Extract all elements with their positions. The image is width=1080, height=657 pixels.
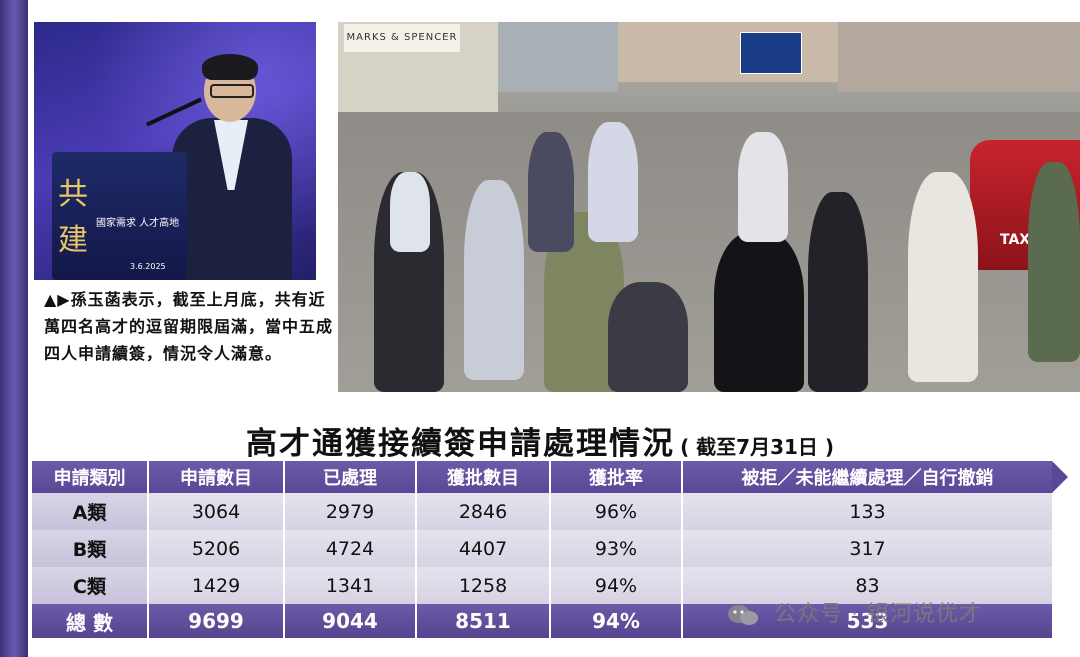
header-applications: 申請數目: [148, 461, 285, 493]
renewal-table: 申請類別 申請數目 已處理 獲批數目 獲批率 被拒／未能繼續處理／自行撤銷 A類…: [32, 461, 1052, 638]
pedestrian: [738, 132, 788, 242]
table-row: A類 3064 2979 2846 96% 133: [32, 493, 1052, 530]
total-approved: 8511: [416, 604, 551, 638]
pedestrian: [464, 180, 524, 380]
row-rate: 93%: [550, 530, 683, 567]
row-category: B類: [32, 530, 149, 567]
table-header-row: 申請類別 申請數目 已處理 獲批數目 獲批率 被拒／未能繼續處理／自行撤銷: [32, 461, 1052, 493]
street-crowd-photo: MARKS & SPENCER TAXI: [338, 22, 1080, 392]
row-applications: 5206: [148, 530, 285, 567]
row-applications: 1429: [148, 567, 285, 604]
row-rejected: 83: [682, 567, 1052, 604]
pedestrian: [714, 232, 804, 392]
street-direction-sign: [740, 32, 802, 74]
pedestrian: [588, 122, 638, 242]
glasses: [210, 84, 254, 98]
table-row: B類 5206 4724 4407 93% 317: [32, 530, 1052, 567]
building-right: [838, 22, 1080, 92]
building-middle: [498, 22, 618, 92]
pedestrian: [608, 282, 688, 392]
total-processed: 9044: [284, 604, 417, 638]
row-rate: 96%: [550, 493, 683, 530]
row-rate: 94%: [550, 567, 683, 604]
row-processed: 2979: [284, 493, 417, 530]
pedestrian: [528, 132, 574, 252]
row-category: A類: [32, 493, 149, 530]
taxi-label: TAXI: [1000, 232, 1036, 248]
pedestrian: [1028, 162, 1080, 362]
header-rejected: 被拒／未能繼續處理／自行撤銷: [682, 461, 1052, 493]
row-category: C類: [32, 567, 149, 604]
row-approved: 4407: [416, 530, 551, 567]
photo-caption: ▲▶孫玉菡表示，截至上月底，共有近萬四名高才的逗留期限屆滿，當中五成四人申請續簽…: [44, 290, 334, 363]
podium-slogan: 國家需求 人才高地: [96, 218, 180, 229]
watermark-text: 公众号 · 银河说优才: [774, 602, 982, 627]
row-rejected: 317: [682, 530, 1052, 567]
page-spine: [0, 0, 28, 657]
total-rate: 94%: [550, 604, 683, 638]
total-category: 總 數: [32, 604, 149, 638]
table-total-row: 總 數 9699 9044 8511 94% 533: [32, 604, 1052, 638]
wechat-icon: [728, 605, 758, 625]
row-processed: 1341: [284, 567, 417, 604]
row-rejected: 133: [682, 493, 1052, 530]
watermark: 公众号 · 银河说优才: [726, 596, 982, 628]
header-arrow-tip: [1052, 461, 1068, 493]
building-center: [618, 22, 838, 82]
podium: [52, 152, 187, 280]
podium-date: 3.6.2025: [130, 262, 166, 271]
table-title: 高才通獲接續簽申請處理情況 ( 截至7月31日 ): [0, 418, 1080, 463]
table-main-title: 高才通獲接續簽申請處理情況: [245, 426, 675, 462]
header-approval-rate: 獲批率: [550, 461, 683, 493]
table-row: C類 1429 1341 1258 94% 83: [32, 567, 1052, 604]
speaker-photo: 共建 國家需求 人才高地 3.6.2025: [34, 22, 316, 280]
row-processed: 4724: [284, 530, 417, 567]
row-approved: 1258: [416, 567, 551, 604]
podium-logo: 共建: [58, 177, 88, 258]
header-category: 申請類別: [32, 461, 149, 493]
pedestrian: [808, 192, 868, 392]
pedestrian: [908, 172, 978, 382]
header-approved: 獲批數目: [416, 461, 551, 493]
speaker-hair: [202, 54, 258, 80]
store-sign: MARKS & SPENCER: [344, 24, 460, 52]
total-applications: 9699: [148, 604, 285, 638]
row-approved: 2846: [416, 493, 551, 530]
pedestrian-shirt: [390, 172, 430, 252]
table-subtitle: ( 截至7月31日 ): [680, 435, 835, 459]
row-applications: 3064: [148, 493, 285, 530]
header-processed: 已處理: [284, 461, 417, 493]
